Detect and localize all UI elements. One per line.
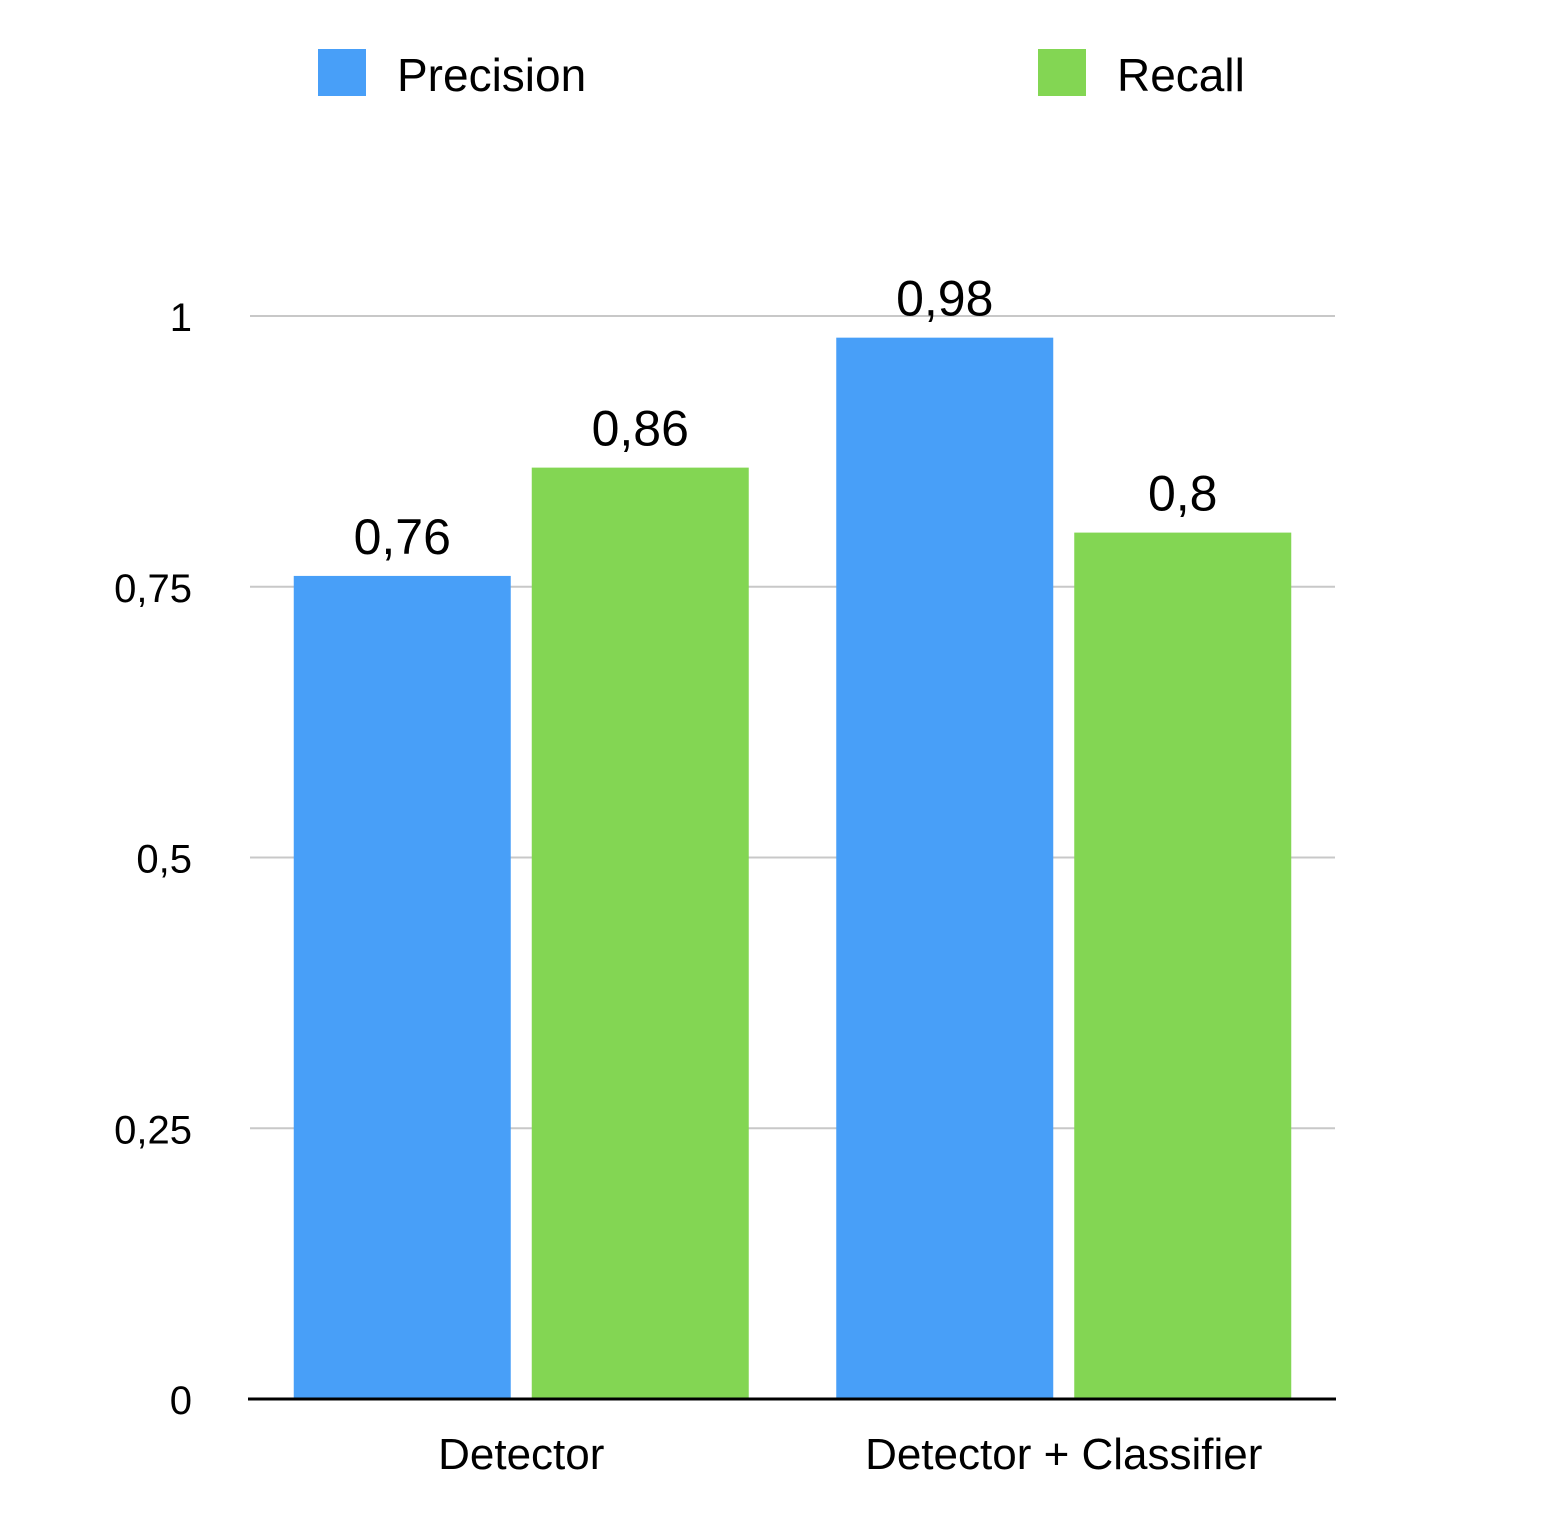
y-tick-label: 1	[170, 296, 192, 340]
y-tick-label: 0,75	[114, 567, 192, 611]
legend-swatch-precision	[318, 49, 366, 96]
bar-precision	[836, 337, 1054, 1399]
x-tick-label: Detector	[438, 1430, 604, 1479]
data-label: 0,8	[1148, 466, 1218, 522]
y-tick-label: 0,25	[114, 1108, 192, 1152]
y-tick-label: 0	[170, 1379, 192, 1423]
data-labels: 0,76 0,86 0,98 0,8	[354, 271, 1218, 565]
y-tick-label: 0,5	[136, 838, 192, 882]
x-tick-label: Detector + Classifier	[865, 1430, 1262, 1479]
data-label: 0,98	[896, 271, 993, 327]
bar-recall	[531, 467, 749, 1399]
legend-swatch-recall	[1038, 49, 1086, 96]
legend-label: Precision	[397, 49, 586, 101]
legend: Precision Recall	[318, 49, 1245, 101]
bar-precision	[293, 575, 511, 1399]
x-tick-labels: Detector Detector + Classifier	[438, 1430, 1262, 1479]
data-label: 0,76	[354, 509, 451, 565]
legend-label: Recall	[1117, 49, 1245, 101]
bar-recall	[1074, 532, 1292, 1399]
data-label: 0,86	[592, 401, 689, 457]
y-tick-labels: 0 0,25 0,5 0,75 1	[114, 296, 192, 1423]
bars	[293, 337, 1292, 1399]
